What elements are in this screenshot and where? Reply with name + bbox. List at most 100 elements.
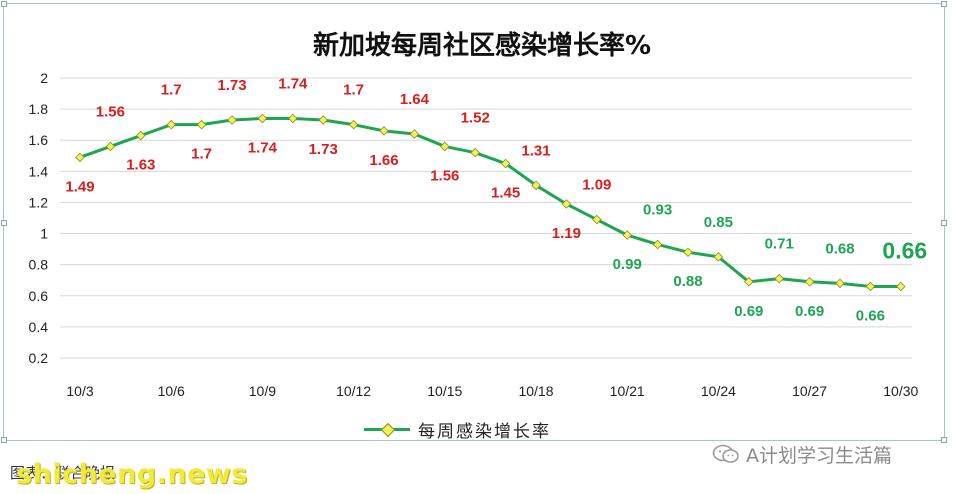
data-label: 0.66 — [856, 307, 885, 324]
data-label: 1.64 — [400, 91, 430, 108]
data-point — [470, 147, 480, 158]
data-point — [75, 152, 85, 163]
data-label: 1.63 — [126, 157, 155, 174]
data-label: 0.69 — [734, 303, 763, 320]
data-point — [318, 115, 328, 125]
data-point — [196, 119, 207, 130]
y-tick-label: 0.8 — [29, 257, 49, 273]
data-point — [348, 119, 359, 130]
y-tick-label: 1.2 — [29, 194, 49, 210]
x-tick-label: 10/18 — [518, 383, 553, 399]
data-point — [531, 180, 541, 191]
x-tick-label: 10/30 — [883, 383, 918, 399]
data-label: 0.93 — [643, 201, 672, 218]
grid-lines — [60, 77, 912, 359]
data-point — [500, 158, 511, 169]
x-tick-label: 10/6 — [158, 383, 185, 399]
data-point — [166, 119, 176, 130]
data-label: 1.52 — [461, 110, 490, 127]
x-tick-label: 10/9 — [249, 383, 276, 399]
data-point — [409, 129, 420, 139]
data-label: 1.74 — [278, 75, 308, 92]
legend: 每周感染增长率 — [364, 417, 551, 442]
data-label: 1.7 — [343, 82, 364, 99]
data-point — [136, 130, 146, 141]
data-point — [561, 199, 572, 209]
series-line — [79, 116, 901, 288]
data-label: 1.09 — [582, 177, 611, 194]
wechat-account-name: A计划学习生活篇 — [746, 444, 892, 467]
line-chart: 新加坡每周社区感染增长率% 2 1.8 1.6 1.4 1.2 1 0.8 0.6 0.4 0.2… — [29, 30, 928, 399]
data-label: 0.88 — [673, 273, 702, 290]
y-tick-label: 1.8 — [29, 101, 49, 117]
data-label: 1.7 — [161, 82, 182, 99]
data-label: 1.31 — [521, 142, 550, 159]
data-point — [105, 141, 116, 152]
data-label: 1.56 — [430, 167, 459, 184]
y-tick-label: 0.6 — [29, 288, 49, 304]
data-label: 0.69 — [795, 303, 824, 320]
resize-handle-bottom-right[interactable] — [941, 437, 947, 443]
x-tick-label: 10/3 — [66, 383, 93, 399]
x-tick-label: 10/12 — [336, 383, 371, 399]
data-labels: 1.49 1.56 1.63 1.7 1.7 1.73 1.74 1.74 1.73 1.7 1.6… — [65, 75, 927, 324]
data-label: 0.85 — [704, 214, 733, 231]
data-label: 1.45 — [491, 185, 520, 202]
resize-handle-right[interactable] — [941, 220, 947, 226]
x-tick-label: 10/24 — [701, 383, 736, 399]
y-tick-label: 0.2 — [29, 350, 49, 366]
x-tick-label: 10/15 — [427, 383, 462, 399]
y-tick-label: 1.6 — [29, 132, 49, 148]
data-label: 1.74 — [248, 139, 278, 156]
data-point — [744, 277, 754, 287]
series-markers — [75, 113, 906, 292]
legend-label: 每周感染增长率 — [418, 421, 551, 442]
data-point — [379, 126, 389, 136]
data-label: 1.7 — [191, 146, 212, 163]
data-label: 0.71 — [765, 236, 794, 253]
data-point — [652, 239, 663, 250]
wechat-icon — [712, 444, 739, 463]
data-point — [257, 113, 268, 124]
data-point — [683, 247, 693, 257]
resize-handle-top-right[interactable] — [941, 1, 947, 7]
data-label: 1.66 — [369, 152, 398, 169]
y-tick-label: 2 — [40, 70, 48, 86]
y-axis: 2 1.8 1.6 1.4 1.2 1 0.8 0.6 0.4 0.2 — [29, 70, 49, 366]
data-label: 1.73 — [309, 141, 338, 158]
chart-title: 新加坡每周社区感染增长率% — [313, 30, 651, 61]
data-point — [592, 214, 602, 225]
data-label: 1.73 — [217, 77, 246, 94]
data-point — [622, 230, 632, 240]
chart-frame: 新加坡每周社区感染增长率% 2 1.8 1.6 1.4 1.2 1 0.8 0.6 0.4 0.2… — [1, 1, 947, 443]
data-point — [774, 273, 784, 284]
y-tick-label: 1.4 — [29, 163, 49, 179]
series-line-path — [79, 116, 901, 288]
data-point — [440, 141, 450, 152]
data-point — [713, 252, 724, 262]
data-label: 0.66 — [882, 237, 927, 263]
data-label: 1.19 — [552, 225, 581, 242]
data-label: 1.56 — [96, 103, 125, 120]
watermark: shicheng.news — [16, 459, 248, 490]
x-tick-label: 10/27 — [792, 383, 827, 399]
data-point — [835, 278, 845, 289]
legend-swatch — [364, 421, 410, 437]
wechat-account: A计划学习生活篇 — [712, 443, 892, 467]
data-point — [288, 113, 298, 124]
data-label: 0.99 — [613, 256, 642, 273]
x-axis: 10/3 10/6 10/9 10/12 10/15 10/18 10/21 10/24 10/… — [66, 383, 918, 399]
data-label: 0.68 — [825, 240, 854, 257]
data-point — [896, 281, 906, 292]
data-point — [865, 281, 876, 292]
resize-handle-left[interactable] — [1, 220, 7, 226]
y-tick-label: 0.4 — [29, 319, 49, 335]
data-point — [804, 277, 815, 287]
resize-handle-bottom-left[interactable] — [1, 437, 7, 443]
x-tick-label: 10/21 — [610, 383, 645, 399]
data-point — [227, 115, 237, 125]
y-tick-label: 1 — [40, 226, 48, 242]
source-caption: 图表：联合晚报 — [10, 464, 116, 482]
data-label: 1.49 — [65, 178, 94, 195]
resize-handle-top-left[interactable] — [1, 1, 7, 7]
